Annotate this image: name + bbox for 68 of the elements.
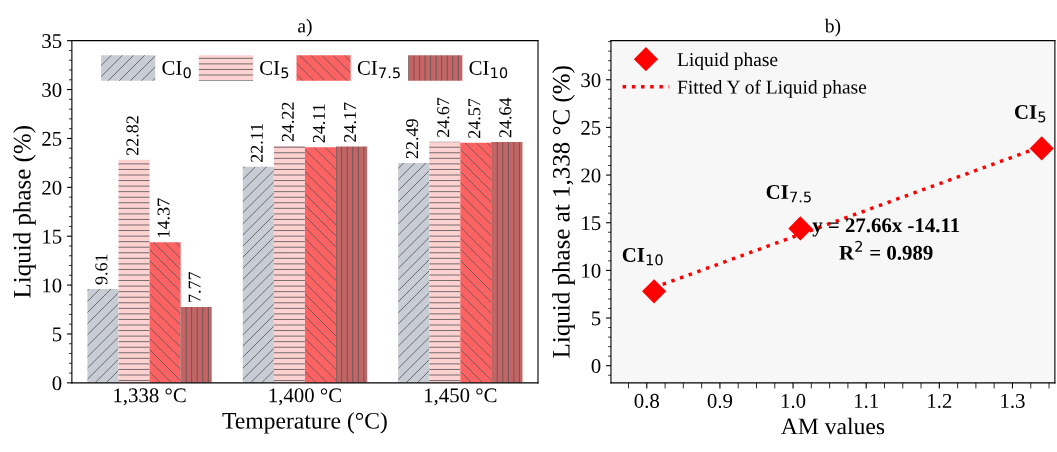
x-axis-title: AM values (781, 417, 885, 435)
legend-label: Liquid phase (677, 52, 778, 71)
data-label: 24.64 (499, 97, 512, 138)
x-tick-label: 1,450 °C (425, 388, 497, 406)
bar (460, 142, 492, 383)
y-tick-label: 5 (52, 327, 62, 342)
point (788, 216, 813, 241)
bar (491, 141, 523, 383)
bar (118, 159, 150, 383)
annotation: CI$_{7.5}$ (766, 185, 811, 203)
x-tick-label: 1.1 (855, 393, 878, 409)
data-label: 22.82 (126, 116, 139, 156)
y-axis-title: Liquid phase at 1,338 °C (%) (552, 66, 575, 358)
y-tick-label: 0 (52, 376, 62, 391)
data-label: 9.61 (95, 254, 108, 285)
legend-label: Fitted Y of Liquid phase (677, 79, 867, 98)
y-axis-title: Liquid phase (%) (13, 126, 36, 298)
bar (149, 242, 181, 383)
data-label: 24.67 (437, 97, 450, 137)
x-axis-title: Temperature (°C) (222, 412, 387, 434)
y-tick-label: 30 (581, 73, 601, 88)
x-tick-label: 0.8 (634, 393, 660, 409)
bar (242, 166, 274, 383)
x-tick-label: 1.3 (1001, 393, 1025, 409)
y-tick-label: 15 (43, 229, 62, 244)
annotation: R$^{2}$ = 0.989 (839, 240, 933, 260)
y-tick-label: 20 (42, 180, 62, 195)
y-tick-label: 10 (43, 278, 62, 293)
y-tick-label: 25 (42, 131, 62, 146)
annotation: y = 27.66x -14.11 (812, 218, 960, 237)
chart-title: a) (298, 18, 312, 37)
data-label: 24.22 (281, 102, 295, 142)
y-tick-label: 15 (582, 216, 601, 231)
bar (180, 306, 212, 383)
x-tick-label: 1,400 °C (269, 388, 341, 406)
y-tick-label: 20 (581, 168, 601, 183)
data-label: 14.37 (157, 198, 170, 237)
legend-label: CI$_{0}$ (162, 60, 191, 79)
point (1030, 136, 1054, 161)
data-label: 24.11 (312, 104, 326, 143)
legend-label: CI$_{10}$ (469, 60, 508, 79)
x-tick-label: 1,338 °C (114, 388, 186, 406)
data-label: 24.17 (343, 102, 357, 142)
legend-label: CI$_{7.5}$ (357, 60, 400, 79)
annotation: CI$_{10}$ (622, 247, 663, 266)
bar (398, 162, 430, 383)
y-tick-label: 30 (42, 82, 62, 97)
bar (273, 146, 305, 383)
y-tick-label: 10 (582, 263, 601, 278)
x-tick-label: 1.2 (928, 393, 952, 409)
y-tick-label: 25 (581, 120, 601, 135)
bar (87, 288, 119, 383)
x-tick-label: 0.9 (707, 393, 733, 409)
y-tick-label: 5 (592, 311, 601, 326)
y-tick-label: 35 (42, 34, 62, 49)
legend-label: CI$_{5}$ (260, 60, 289, 79)
x-tick-label: 1.0 (781, 393, 806, 409)
data-label: 22.11 (250, 123, 263, 162)
y-tick-label: 0 (591, 359, 601, 374)
bar (304, 147, 337, 383)
bar (429, 141, 461, 383)
point (642, 279, 666, 304)
data-label: 22.49 (406, 119, 419, 159)
bar (336, 146, 368, 383)
chart-title: b) (824, 18, 841, 37)
data-label: 7.77 (188, 271, 201, 302)
data-label: 24.57 (468, 98, 481, 138)
annotation: CI$_{5}$ (1014, 104, 1046, 123)
